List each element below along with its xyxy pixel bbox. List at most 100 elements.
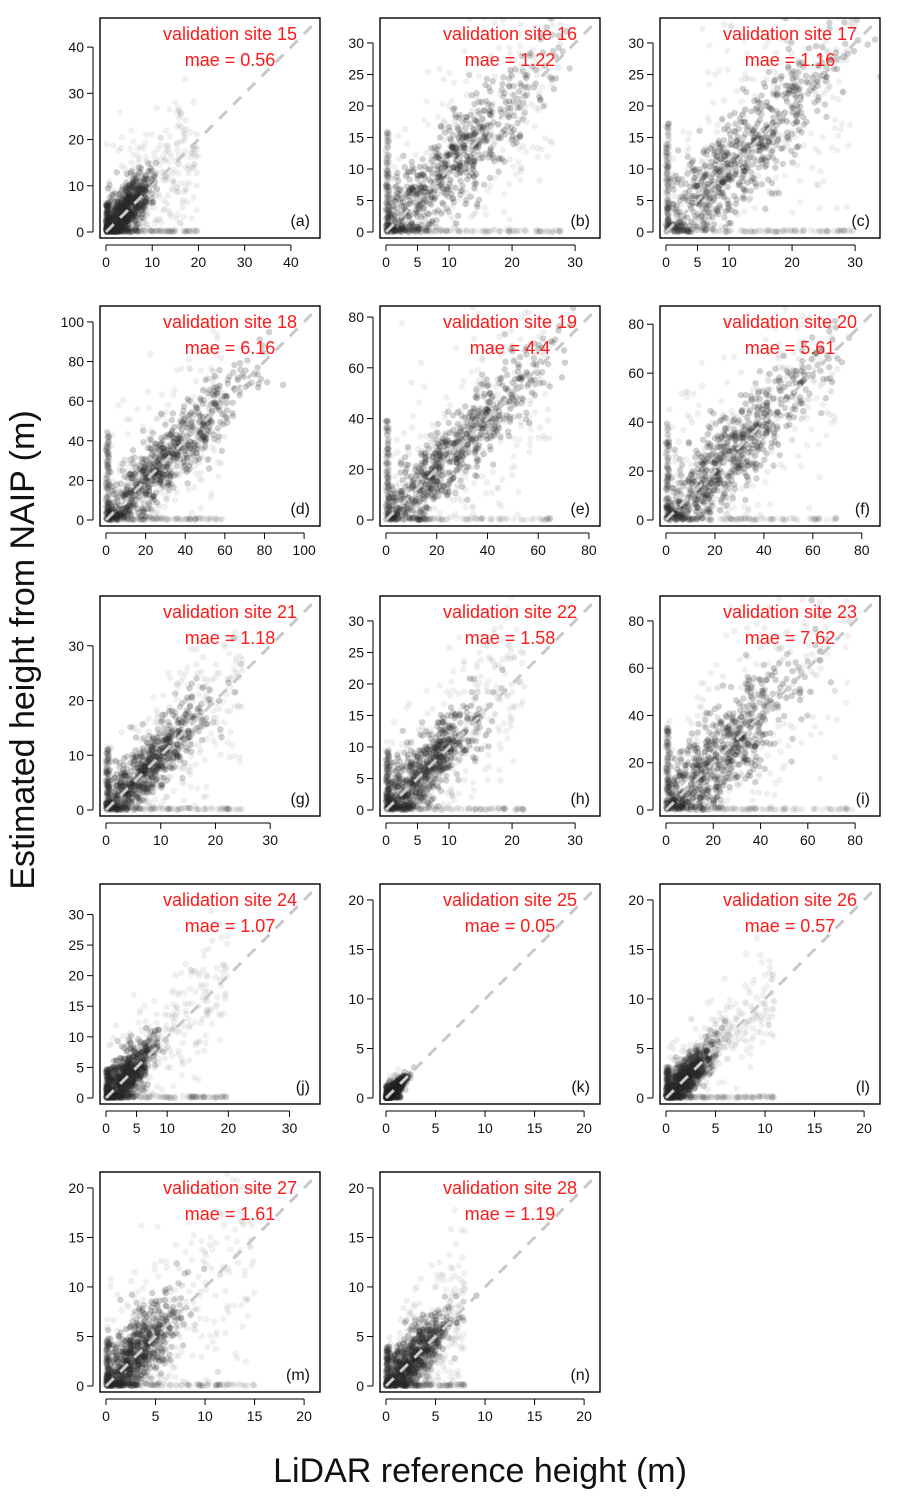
data-point bbox=[548, 139, 556, 147]
data-point bbox=[689, 199, 696, 206]
data-point bbox=[195, 457, 202, 464]
data-point bbox=[721, 194, 728, 201]
data-point bbox=[765, 153, 772, 161]
data-point bbox=[480, 181, 488, 188]
data-point bbox=[698, 213, 705, 220]
data-point bbox=[822, 37, 829, 45]
data-point bbox=[405, 201, 412, 208]
data-point bbox=[676, 197, 684, 204]
data-point bbox=[183, 228, 190, 235]
data-point bbox=[114, 226, 121, 233]
data-point bbox=[455, 141, 462, 148]
data-point bbox=[142, 473, 149, 481]
data-point bbox=[171, 496, 178, 504]
data-point bbox=[399, 224, 407, 232]
data-point bbox=[665, 182, 672, 189]
data-point bbox=[184, 480, 191, 487]
data-point bbox=[140, 188, 147, 195]
data-point bbox=[506, 156, 513, 163]
data-point bbox=[137, 143, 144, 151]
data-point bbox=[437, 451, 445, 458]
data-point bbox=[156, 460, 164, 468]
data-point bbox=[398, 225, 405, 232]
data-point bbox=[126, 499, 134, 507]
data-point bbox=[550, 85, 558, 93]
data-point bbox=[746, 195, 753, 203]
data-point bbox=[133, 208, 140, 215]
data-point bbox=[487, 52, 495, 59]
data-point bbox=[104, 203, 111, 211]
data-point bbox=[199, 425, 206, 432]
data-point bbox=[440, 189, 448, 196]
data-point bbox=[502, 98, 510, 106]
data-point bbox=[437, 477, 444, 484]
data-point bbox=[152, 489, 160, 496]
data-point bbox=[432, 452, 440, 459]
data-point bbox=[760, 156, 768, 163]
data-point bbox=[104, 440, 112, 447]
data-point bbox=[119, 514, 126, 522]
data-point bbox=[458, 451, 466, 458]
data-point bbox=[139, 174, 146, 181]
data-point bbox=[765, 137, 773, 145]
data-point bbox=[131, 206, 138, 214]
data-point bbox=[509, 227, 516, 234]
data-point bbox=[446, 127, 454, 135]
data-point bbox=[383, 209, 391, 216]
data-point bbox=[123, 204, 130, 212]
data-point bbox=[459, 143, 466, 151]
data-point bbox=[132, 480, 140, 487]
data-point bbox=[715, 185, 723, 192]
data-point bbox=[124, 185, 131, 192]
data-point bbox=[149, 429, 157, 437]
data-point bbox=[128, 209, 135, 216]
data-point bbox=[454, 146, 461, 153]
data-point bbox=[755, 98, 762, 106]
data-point bbox=[518, 372, 525, 380]
data-point bbox=[495, 228, 503, 235]
data-point bbox=[843, 227, 850, 235]
data-point bbox=[105, 448, 112, 456]
data-point bbox=[141, 203, 148, 211]
data-point bbox=[754, 130, 761, 137]
data-point bbox=[834, 146, 841, 154]
data-point bbox=[120, 513, 128, 521]
data-point bbox=[523, 344, 530, 351]
data-point bbox=[130, 505, 137, 512]
data-point bbox=[102, 217, 110, 224]
data-point bbox=[456, 428, 464, 436]
data-point bbox=[127, 228, 135, 235]
data-point bbox=[465, 448, 472, 456]
data-point bbox=[142, 184, 149, 191]
data-point bbox=[103, 221, 110, 228]
data-point bbox=[414, 185, 422, 192]
data-point bbox=[164, 174, 171, 181]
data-point bbox=[487, 446, 494, 453]
data-point bbox=[145, 168, 152, 175]
data-point bbox=[787, 227, 795, 234]
data-point bbox=[765, 138, 772, 146]
data-point bbox=[134, 476, 142, 484]
data-point bbox=[161, 227, 168, 234]
data-point bbox=[665, 120, 672, 128]
data-point bbox=[127, 228, 134, 235]
data-point bbox=[518, 375, 525, 382]
data-point bbox=[718, 162, 725, 170]
data-point bbox=[475, 120, 482, 127]
data-point bbox=[123, 203, 130, 210]
data-point bbox=[401, 469, 409, 476]
data-point bbox=[150, 172, 158, 179]
data-point bbox=[693, 226, 700, 234]
data-point bbox=[383, 159, 390, 167]
data-point bbox=[437, 173, 445, 181]
data-point bbox=[766, 190, 774, 197]
data-point bbox=[113, 494, 121, 502]
data-point bbox=[117, 200, 125, 207]
data-point bbox=[108, 505, 115, 512]
data-point bbox=[195, 409, 202, 416]
data-point bbox=[732, 171, 740, 178]
data-point bbox=[123, 508, 131, 515]
data-point bbox=[178, 123, 185, 130]
data-point bbox=[696, 181, 703, 188]
data-point bbox=[731, 109, 738, 117]
